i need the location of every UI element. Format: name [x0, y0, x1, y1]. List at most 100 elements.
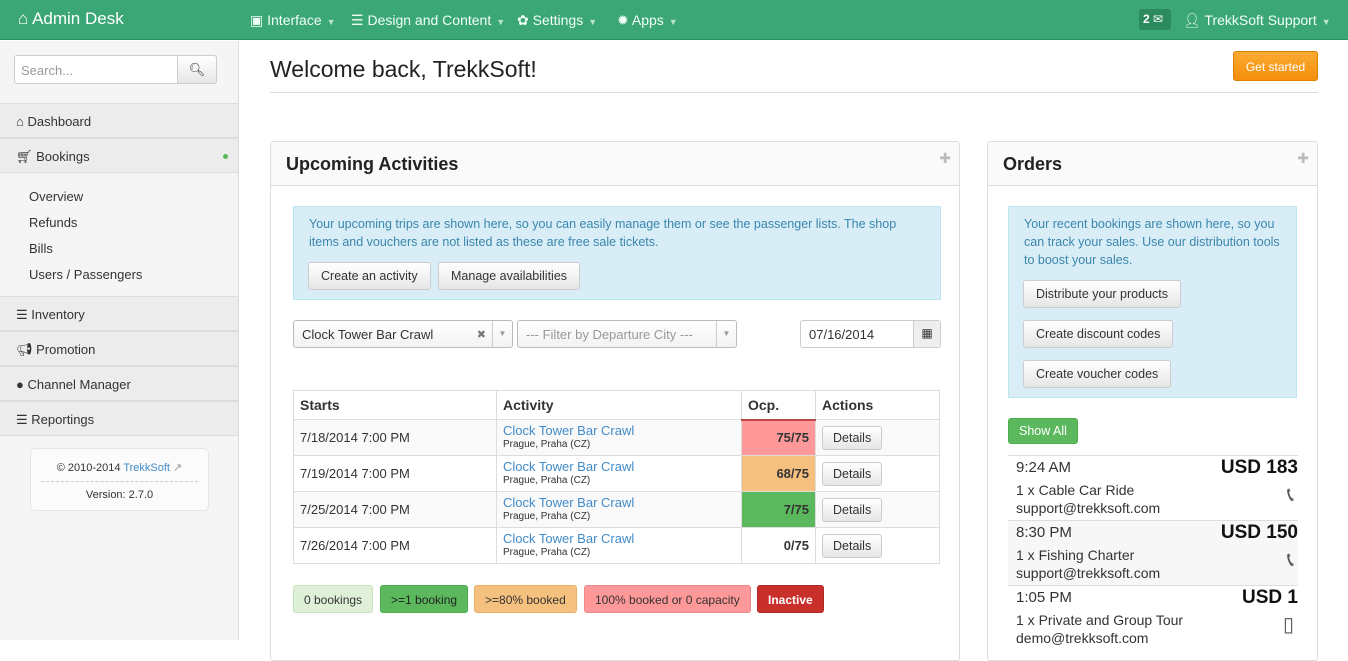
order-email: support@trekksoft.com: [1016, 565, 1161, 581]
col-actions: Actions: [815, 390, 940, 420]
trekksoft-link[interactable]: TrekkSoft: [123, 462, 170, 474]
menu-interface[interactable]: ▣ Interface ▼: [250, 12, 336, 29]
col-starts: Starts: [293, 390, 497, 420]
menu-label: Design and Content: [367, 12, 492, 28]
occupancy-cell: 7/75: [741, 491, 816, 528]
panel-title: Upcoming Activities: [286, 154, 459, 174]
activity-cell: Clock Tower Bar Crawl Prague, Praha (CZ): [496, 455, 742, 492]
order-amount: USD 183: [1220, 457, 1298, 478]
sidebar-label: Inventory: [31, 307, 85, 322]
activity-cell: Clock Tower Bar Crawl Prague, Praha (CZ): [496, 491, 742, 528]
occupancy-cell: 75/75: [741, 419, 816, 456]
distribute-products-button[interactable]: Distribute your products: [1023, 280, 1182, 308]
legend-0-bookings: 0 bookings: [293, 585, 374, 613]
sidebar-sub-users[interactable]: Users / Passengers: [29, 267, 143, 282]
sidebar-label: Reportings: [31, 412, 95, 427]
chevron-down-icon: ▼: [492, 321, 512, 347]
date-input[interactable]: 07/16/2014 ▦: [800, 320, 941, 348]
apps-icon: ✹: [617, 12, 629, 28]
sidebar-label: Bookings: [36, 149, 90, 164]
caret-icon: ▼: [668, 17, 678, 27]
details-button[interactable]: Details: [822, 425, 883, 450]
activity-link[interactable]: Clock Tower Bar Crawl: [503, 494, 635, 510]
order-item[interactable]: 9:24 AM 1 x Cable Car Ride support@trekk…: [1008, 455, 1298, 520]
details-button[interactable]: Details: [822, 497, 883, 522]
legend-80-booked: >=80% booked: [474, 585, 577, 613]
order-email: demo@trekksoft.com: [1016, 630, 1149, 646]
brand-link[interactable]: ⌂ Admin Desk: [18, 9, 124, 29]
menu-design[interactable]: ☰ Design and Content ▼: [351, 12, 505, 29]
city-placeholder: --- Filter by Departure City ---: [526, 327, 693, 342]
table-row: 7/19/2014 7:00 PM Clock Tower Bar Crawl P…: [293, 455, 940, 492]
home-icon: ⌂: [16, 114, 24, 129]
details-button[interactable]: Details: [822, 461, 883, 486]
actions-cell: Details: [815, 419, 940, 456]
table-row: 7/26/2014 7:00 PM Clock Tower Bar Crawl P…: [293, 527, 940, 564]
bullhorn-icon: 📢︎: [16, 342, 33, 357]
city-filter-select[interactable]: --- Filter by Departure City --- ▼: [517, 320, 737, 348]
menu-settings[interactable]: ✿ Settings ▼: [517, 12, 597, 29]
starts-cell: 7/26/2014 7:00 PM: [293, 527, 497, 564]
search-icon: 🔍︎: [188, 62, 206, 77]
sidebar-item-promotion[interactable]: 📢︎ Promotion: [0, 331, 238, 366]
sidebar-item-reportings[interactable]: ☰ Reportings: [0, 401, 238, 436]
details-button[interactable]: Details: [822, 533, 883, 558]
plus-icon[interactable]: ✚: [1297, 150, 1309, 166]
external-link-icon: ↗: [170, 462, 183, 474]
sidebar-label: Channel Manager: [27, 377, 131, 392]
cart-icon: 🛒︎: [16, 149, 33, 164]
create-discount-codes-button[interactable]: Create discount codes: [1023, 320, 1174, 348]
phone-icon: 📞︎: [1287, 549, 1294, 571]
order-time: 9:24 AM: [1016, 459, 1072, 476]
occupancy-cell: 0/75: [741, 527, 816, 564]
sidebar-sub-overview[interactable]: Overview: [29, 189, 84, 204]
sidebar-label: Dashboard: [27, 114, 92, 129]
sidebar: Search... 🔍︎ ⌂ Dashboard 🛒︎ Bookings Ove…: [0, 41, 239, 640]
sidebar-item-inventory[interactable]: ☰ Inventory: [0, 296, 238, 331]
upcoming-info: Your upcoming trips are shown here, so y…: [293, 206, 941, 300]
activity-cell: Clock Tower Bar Crawl Prague, Praha (CZ): [496, 527, 742, 564]
order-email: support@trekksoft.com: [1016, 500, 1161, 516]
date-value: 07/16/2014: [809, 327, 875, 342]
legend-1-booking: >=1 booking: [380, 585, 469, 613]
copyright: © 2010-2014: [56, 462, 121, 474]
order-product: 1 x Private and Group Tour: [1016, 612, 1184, 628]
messages-badge[interactable]: 2 ✉: [1139, 9, 1171, 30]
activity-city: Prague, Praha (CZ): [503, 510, 591, 522]
menu-apps[interactable]: ✹ Apps ▼: [617, 12, 678, 29]
sidebar-sub-refunds[interactable]: Refunds: [29, 215, 78, 230]
order-item[interactable]: 1:05 PM 1 x Private and Group Tour demo@…: [1008, 585, 1298, 650]
user-name: TrekkSoft Support: [1204, 12, 1317, 28]
activity-link[interactable]: Clock Tower Bar Crawl: [503, 422, 635, 438]
image-icon: ▣: [250, 12, 264, 28]
sidebar-sub-bills[interactable]: Bills: [29, 241, 53, 256]
user-menu[interactable]: 👤︎ TrekkSoft Support ▼: [1183, 12, 1331, 29]
search-input[interactable]: Search...: [14, 55, 178, 84]
caret-icon: ▼: [1321, 17, 1331, 27]
calendar-icon[interactable]: ▦: [913, 321, 940, 347]
actions-cell: Details: [815, 455, 940, 492]
create-voucher-codes-button[interactable]: Create voucher codes: [1023, 360, 1172, 388]
user-icon: 👤︎: [1183, 12, 1201, 28]
create-activity-button[interactable]: Create an activity: [308, 262, 431, 290]
activity-city: Prague, Praha (CZ): [503, 438, 591, 450]
activity-cell: Clock Tower Bar Crawl Prague, Praha (CZ): [496, 419, 742, 456]
activity-link[interactable]: Clock Tower Bar Crawl: [503, 458, 635, 474]
order-item[interactable]: 8:30 PM 1 x Fishing Charter support@trek…: [1008, 520, 1298, 585]
activity-link[interactable]: Clock Tower Bar Crawl: [503, 530, 635, 546]
sidebar-item-dashboard[interactable]: ⌂ Dashboard: [0, 103, 238, 138]
sidebar-item-channel-manager[interactable]: ● Channel Manager: [0, 366, 238, 401]
get-started-button[interactable]: Get started: [1233, 51, 1318, 81]
activity-filter-select[interactable]: Clock Tower Bar Crawl ✖ ▼: [293, 320, 513, 348]
actions-cell: Details: [815, 527, 940, 564]
chevron-down-icon: ▼: [716, 321, 736, 347]
phone-icon: 📞︎: [1287, 484, 1294, 506]
clear-icon[interactable]: ✖: [476, 329, 486, 341]
plus-icon[interactable]: ✚: [939, 150, 951, 166]
search-button[interactable]: 🔍︎: [177, 55, 217, 84]
sidebar-item-bookings[interactable]: 🛒︎ Bookings: [0, 138, 238, 173]
manage-availabilities-button[interactable]: Manage availabilities: [438, 262, 581, 290]
show-all-button[interactable]: Show All: [1008, 418, 1078, 444]
list-icon: ☰: [351, 12, 364, 28]
activity-city: Prague, Praha (CZ): [503, 474, 591, 486]
